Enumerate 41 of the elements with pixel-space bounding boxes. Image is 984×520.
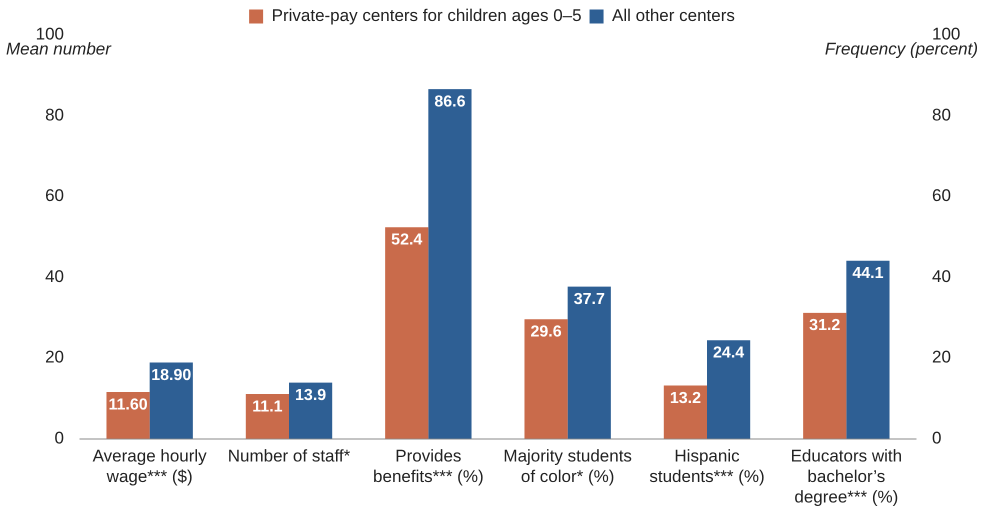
bar [150, 362, 193, 439]
bar [428, 89, 472, 439]
y2-tick-label: 60 [932, 186, 951, 206]
data-label: 52.4 [391, 232, 422, 249]
legend-label: All other centers [612, 6, 735, 26]
bar [289, 382, 332, 439]
bar [568, 286, 611, 439]
data-label: 13.9 [295, 387, 326, 404]
y2-tick-label: 80 [932, 105, 951, 124]
x-tick-label: Average hourly wage*** ($) [92, 446, 208, 486]
data-label: 44.1 [852, 265, 884, 282]
bar [246, 394, 289, 439]
bar [707, 340, 750, 439]
y2-tick-label: 20 [932, 348, 951, 367]
data-label: 86.6 [434, 94, 466, 111]
x-tick-label: Provides benefits*** (%) [373, 446, 484, 486]
data-label: 37.7 [574, 290, 605, 308]
data-label: 11.1 [252, 398, 283, 416]
x-tick-label: Number of staff* [228, 446, 351, 466]
y2-tick-label: 0 [932, 428, 942, 448]
x-tick-label: Educators with bachelor’s degree*** (%) [790, 446, 902, 506]
data-label: 29.6 [530, 324, 562, 341]
bar [803, 312, 846, 439]
bar [846, 260, 890, 439]
data-label: 11.60 [108, 396, 148, 414]
y-tick-label: 80 [45, 105, 64, 124]
legend-label: Private-pay centers for children ages 0–5 [272, 6, 582, 26]
y-tick-label: 0 [54, 428, 64, 448]
y2-tick-label: 40 [932, 266, 951, 286]
y-tick-label: 20 [45, 348, 64, 367]
y-tick-label: 40 [45, 266, 64, 286]
bar [385, 227, 428, 439]
y-tick-label: 60 [45, 186, 64, 206]
data-label: 18.90 [151, 366, 192, 384]
data-label: 24.4 [713, 344, 744, 362]
bar [524, 319, 568, 439]
data-label: 31.2 [809, 317, 840, 334]
data-label: 13.2 [670, 390, 702, 407]
x-tick-label: Hispanic students*** (%) [649, 446, 765, 486]
x-tick-label: Majority students of color* (%) [503, 446, 632, 486]
bar [664, 386, 707, 439]
